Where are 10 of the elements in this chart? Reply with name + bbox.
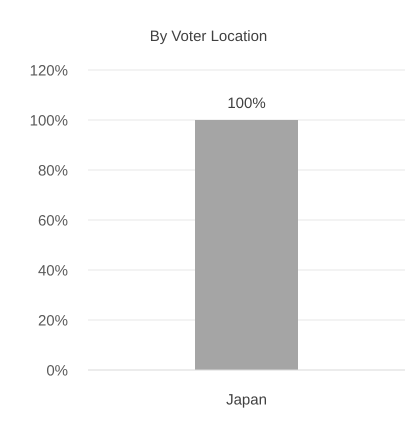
chart-title: By Voter Location [148, 28, 268, 45]
data-label: 100% [227, 95, 266, 112]
y-tick-label: 20% [38, 312, 68, 330]
y-tick-label: 40% [38, 262, 68, 280]
y-tick-label: 0% [46, 362, 68, 380]
y-tick-label: 100% [30, 112, 68, 130]
y-tick-label: 120% [30, 62, 68, 80]
y-tick-label: 80% [38, 162, 68, 180]
x-tick-label: Japan [226, 392, 267, 409]
y-tick-label: 60% [38, 212, 68, 230]
